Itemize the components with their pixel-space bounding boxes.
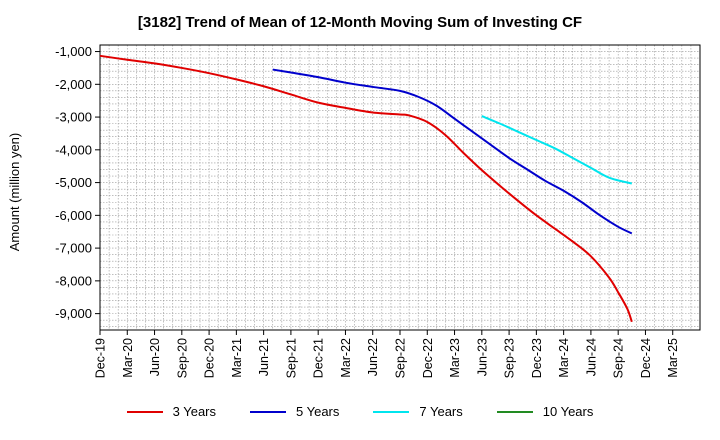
x-tick-label: Mar-22 — [339, 338, 353, 378]
x-tick-label: Dec-24 — [639, 338, 653, 378]
y-tick-label: -3,000 — [55, 110, 92, 125]
x-tick-label: Jun-22 — [366, 338, 380, 376]
y-tick-label: -7,000 — [55, 241, 92, 256]
x-tick-label: Mar-24 — [557, 338, 571, 378]
y-tick-label: -2,000 — [55, 77, 92, 92]
legend-swatch — [250, 410, 286, 413]
series-line-5-years — [272, 68, 633, 235]
x-tick-label: Jun-20 — [148, 338, 162, 376]
x-tick-label: Dec-21 — [312, 338, 326, 378]
y-axis-label: Amount (million yen) — [7, 133, 22, 252]
x-axis: Dec-19 Mar-20 Jun-20 Sep-20 Dec-20 Mar-21 Jun-… — [94, 330, 680, 378]
series-line-3-years — [99, 54, 633, 323]
legend-label: 5 Years — [296, 404, 340, 419]
x-tick-label: Sep-23 — [503, 338, 517, 378]
x-tick-label: Sep-24 — [612, 338, 626, 378]
x-tick-label: Jun-23 — [475, 338, 489, 376]
legend-label: 3 Years — [172, 404, 216, 419]
legend-item: 7 Years — [373, 404, 463, 419]
x-tick-label: Jun-21 — [257, 338, 271, 376]
x-tick-label: Sep-21 — [284, 338, 298, 378]
y-tick-label: -8,000 — [55, 273, 92, 288]
x-tick-label: Sep-22 — [394, 338, 408, 378]
legend-item: 10 Years — [496, 404, 594, 419]
grid — [100, 45, 700, 330]
legend-label: 10 Years — [542, 404, 594, 419]
legend-item: 5 Years — [250, 404, 339, 419]
x-tick-label: Mar-25 — [666, 338, 680, 378]
legend-item: 3 Years — [126, 404, 216, 419]
x-tick-label: Dec-20 — [203, 338, 217, 378]
x-tick-label: Mar-21 — [230, 338, 244, 378]
x-tick-label: Sep-20 — [175, 338, 189, 378]
y-tick-label: -5,000 — [55, 175, 92, 190]
legend-swatch — [126, 410, 163, 413]
y-tick-label: -6,000 — [55, 208, 92, 223]
y-tick-label: -1,000 — [55, 44, 92, 59]
legend-label: 7 Years — [419, 404, 463, 419]
legend-swatch — [373, 410, 410, 413]
x-tick-label: Dec-19 — [94, 338, 108, 378]
x-tick-label: Mar-23 — [448, 338, 462, 378]
series-line-7-years — [481, 115, 633, 185]
x-tick-label: Jun-24 — [584, 338, 598, 376]
chart-title: [3182] Trend of Mean of 12-Month Moving … — [137, 14, 583, 31]
legend: 3 Years 5 Years 7 Years 10 Years — [0, 404, 720, 419]
y-tick-label: -9,000 — [55, 306, 92, 321]
x-tick-label: Mar-20 — [121, 338, 135, 378]
x-tick-label: Dec-23 — [530, 338, 544, 378]
y-tick-label: -4,000 — [55, 142, 92, 157]
legend-swatch — [496, 410, 533, 413]
series-lines — [99, 54, 633, 323]
x-tick-label: Dec-22 — [421, 338, 435, 378]
y-axis: -1,000 -2,000 -3,000 -4,000 -5,000 -6,000 -7,0… — [55, 44, 100, 321]
